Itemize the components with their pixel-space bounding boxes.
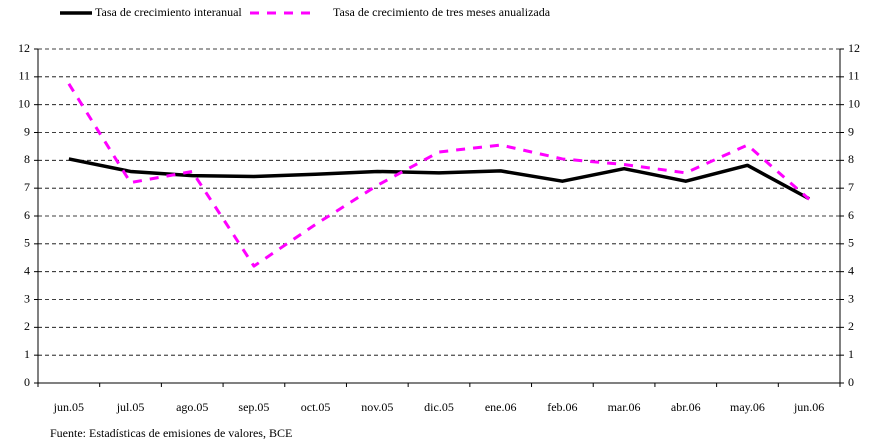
y2-tick-label: 2 [848,319,854,333]
y-tick-label: 9 [24,124,30,138]
y-tick-label: 6 [24,208,30,222]
y-tick-label: 7 [24,180,30,194]
y2-tick-label: 9 [848,124,854,138]
x-tick-label: may.06 [730,400,765,414]
y2-tick-label: 5 [848,236,854,250]
y2-tick-label: 7 [848,180,854,194]
y-tick-label: 3 [24,291,30,305]
x-tick-label: feb.06 [547,400,577,414]
y-tick-label: 12 [18,41,30,55]
x-tick-label: jun.06 [793,400,824,414]
y-tick-label: 2 [24,319,30,333]
y2-tick-label: 3 [848,291,854,305]
y-tick-label: 11 [18,69,30,83]
y-tick-label: 0 [24,375,30,389]
x-tick-label: ago.05 [176,400,208,414]
y2-tick-label: 11 [848,69,860,83]
y-tick-label: 1 [24,347,30,361]
y-tick-label: 4 [24,263,30,277]
y-tick-label: 8 [24,152,30,166]
x-tick-label: sep.05 [238,400,269,414]
legend-label: Tasa de crecimiento interanual [95,5,242,19]
y2-tick-label: 0 [848,375,854,389]
x-tick-label: abr.06 [671,400,701,414]
x-tick-label: ene.06 [485,400,517,414]
x-tick-label: jul.05 [116,400,145,414]
y-tick-label: 5 [24,236,30,250]
x-tick-label: mar.06 [608,400,641,414]
y2-tick-label: 10 [848,96,860,110]
y2-tick-label: 8 [848,152,854,166]
y2-tick-label: 6 [848,208,854,222]
y-tick-label: 10 [18,96,30,110]
x-tick-label: dic.05 [424,400,454,414]
x-tick-label: oct.05 [301,400,331,414]
y2-tick-label: 1 [848,347,854,361]
source-note: Fuente: Estadísticas de emisiones de val… [50,426,292,440]
legend-label: Tasa de crecimiento de tres meses anuali… [333,5,551,19]
y2-tick-label: 4 [848,263,854,277]
series-line [68,157,810,201]
x-tick-label: nov.05 [361,400,393,414]
x-tick-label: jun.05 [53,400,84,414]
y2-tick-label: 12 [848,41,860,55]
